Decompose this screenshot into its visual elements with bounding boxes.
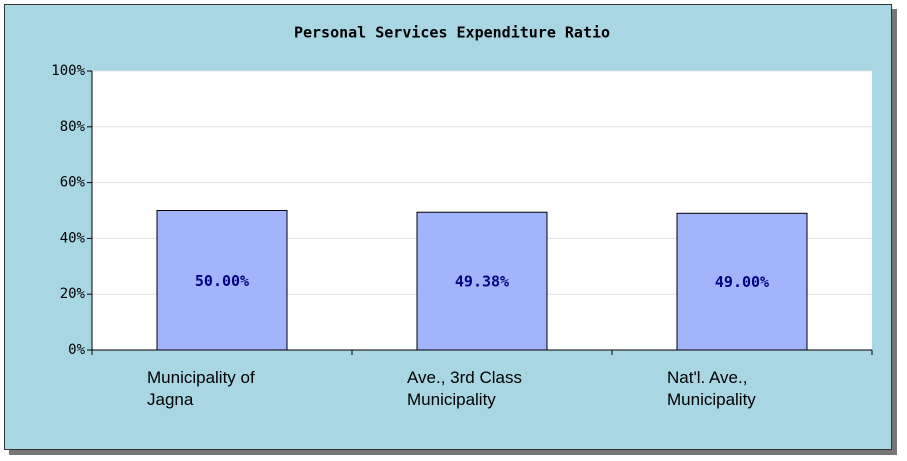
x-tick-label: Municipality of Jagna [147, 368, 255, 409]
bar [676, 212, 808, 351]
bar [416, 211, 548, 351]
y-tick-label: 0% [68, 342, 85, 358]
chart-title: Personal Services Expenditure Ratio [294, 24, 610, 42]
y-tick-label: 100% [51, 63, 85, 79]
y-tick-label: 20% [60, 286, 86, 302]
x-tick-label: Ave., 3rd Class Municipality [407, 368, 522, 409]
bar [156, 210, 288, 351]
value-label: 50.00% [195, 272, 249, 290]
y-tick-label: 80% [60, 119, 86, 135]
value-label: 49.38% [455, 273, 509, 291]
x-tick-label: Nat'l. Ave., Municipality [667, 368, 756, 409]
y-tick-label: 40% [60, 230, 86, 246]
value-label: 49.00% [715, 273, 769, 291]
y-tick-label: 60% [60, 175, 86, 191]
